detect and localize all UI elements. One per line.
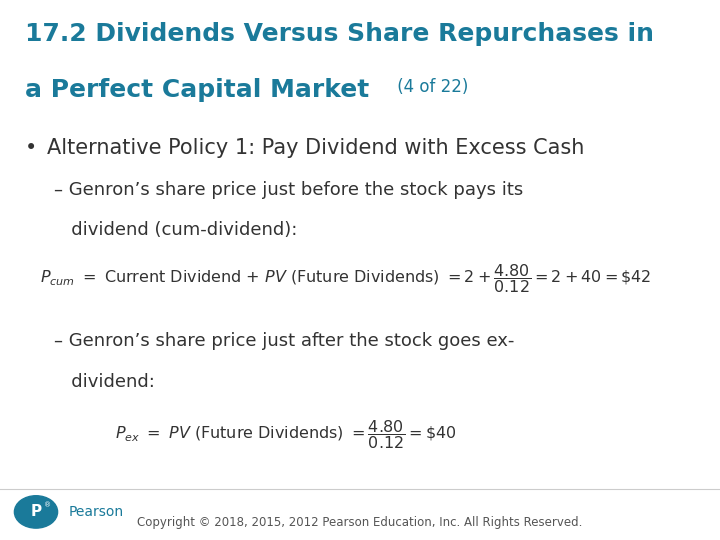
Text: (4 of 22): (4 of 22) — [392, 78, 469, 96]
Text: P: P — [30, 504, 42, 519]
Text: dividend:: dividend: — [54, 373, 155, 390]
Text: dividend (cum-dividend):: dividend (cum-dividend): — [54, 221, 297, 239]
Text: 17.2 Dividends Versus Share Repurchases in: 17.2 Dividends Versus Share Repurchases … — [25, 22, 654, 45]
Text: $P_{cum}$ $=$ Current Dividend $+$ $PV$ (Future Dividends) $= 2 + \dfrac{4.80}{0: $P_{cum}$ $=$ Current Dividend $+$ $PV$ … — [40, 262, 651, 295]
Text: – Genron’s share price just after the stock goes ex-: – Genron’s share price just after the st… — [54, 332, 514, 350]
Text: Alternative Policy 1: Pay Dividend with Excess Cash: Alternative Policy 1: Pay Dividend with … — [47, 138, 584, 158]
Text: $P_{ex}$ $=$ $PV$ (Future Dividends) $= \dfrac{4.80}{0.12} = \$40$: $P_{ex}$ $=$ $PV$ (Future Dividends) $= … — [115, 418, 456, 451]
Text: ®: ® — [44, 502, 51, 508]
Text: •: • — [25, 138, 37, 158]
Text: Pearson: Pearson — [68, 505, 124, 519]
Text: – Genron’s share price just before the stock pays its: – Genron’s share price just before the s… — [54, 181, 523, 199]
Text: Copyright © 2018, 2015, 2012 Pearson Education, Inc. All Rights Reserved.: Copyright © 2018, 2015, 2012 Pearson Edu… — [138, 516, 582, 529]
Text: a Perfect Capital Market: a Perfect Capital Market — [25, 78, 369, 102]
Circle shape — [14, 496, 58, 528]
